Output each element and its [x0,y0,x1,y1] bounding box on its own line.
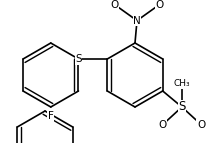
Text: CH₃: CH₃ [174,80,190,89]
Text: N: N [133,16,141,26]
Text: S: S [75,54,82,64]
Text: O: O [159,120,167,130]
Text: S: S [178,101,186,114]
Text: O: O [155,0,164,10]
Text: O: O [111,0,119,10]
Text: F: F [48,111,54,121]
Text: O: O [197,120,205,130]
